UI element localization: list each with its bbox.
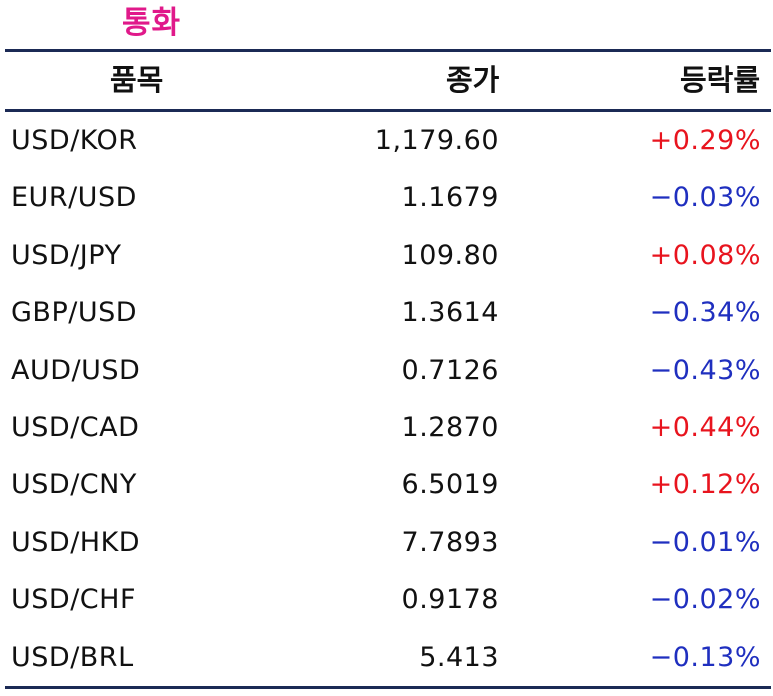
cell-currency-pair: GBP/USD [11, 297, 138, 329]
cell-currency-pair: USD/CHF [11, 584, 136, 616]
table-row: USD/CAD 1.2870 +0.44% [5, 399, 771, 456]
cell-close-price: 1.1679 [401, 182, 499, 214]
cell-currency-pair: USD/BRL [11, 641, 134, 673]
table-row: USD/CHF 0.9178 −0.02% [5, 571, 771, 628]
cell-close-price: 1,179.60 [374, 125, 499, 156]
table-top-rule [5, 49, 771, 52]
column-header-change: 등락률 [679, 63, 760, 97]
cell-close-price: 1.2870 [401, 411, 499, 443]
cell-close-price: 109.80 [401, 239, 499, 271]
cell-close-price: 5.413 [419, 641, 499, 673]
table-row: USD/JPY 109.80 +0.08% [5, 227, 771, 284]
cell-currency-pair: USD/CNY [11, 469, 137, 501]
table-row: GBP/USD 1.3614 −0.34% [5, 284, 771, 341]
table-row: USD/HKD 7.7893 −0.01% [5, 514, 771, 571]
cell-close-price: 0.9178 [401, 584, 499, 616]
cell-currency-pair: EUR/USD [11, 182, 137, 214]
cell-close-price: 1.3614 [401, 297, 499, 329]
table-header-rule [5, 109, 771, 112]
cell-change-rate: +0.12% [649, 469, 761, 501]
table-row: USD/CNY 6.5019 +0.12% [5, 456, 771, 513]
table-row: USD/KOR 1,179.60 +0.29% [5, 112, 771, 169]
cell-currency-pair: USD/JPY [11, 239, 122, 271]
cell-change-rate: −0.34% [649, 297, 761, 329]
column-header-name: 품목 [110, 63, 164, 97]
column-header-close: 종가 [446, 63, 500, 97]
cell-close-price: 6.5019 [401, 469, 499, 501]
cell-change-rate: +0.08% [649, 239, 761, 271]
cell-change-rate: −0.43% [649, 354, 761, 386]
cell-currency-pair: USD/KOR [11, 125, 138, 156]
cell-currency-pair: AUD/USD [11, 354, 141, 386]
cell-change-rate: −0.03% [649, 182, 761, 214]
cell-currency-pair: USD/HKD [11, 526, 141, 558]
cell-close-price: 7.7893 [401, 526, 499, 558]
cell-change-rate: +0.44% [649, 411, 761, 443]
table-row: AUD/USD 0.7126 −0.43% [5, 342, 771, 399]
table-header: 품목 종가 등락률 [5, 52, 771, 109]
cell-change-rate: −0.01% [649, 526, 761, 558]
cell-change-rate: −0.02% [649, 584, 761, 616]
section-title: 통화 [122, 5, 182, 41]
cell-change-rate: −0.13% [649, 641, 761, 673]
table-bottom-rule [5, 686, 771, 689]
cell-currency-pair: USD/CAD [11, 411, 140, 443]
table-row: USD/BRL 5.413 −0.13% [5, 629, 771, 686]
table-body: USD/KOR 1,179.60 +0.29% EUR/USD 1.1679 −… [5, 112, 771, 686]
table-row: EUR/USD 1.1679 −0.03% [5, 169, 771, 226]
cell-close-price: 0.7126 [401, 354, 499, 386]
cell-change-rate: +0.29% [649, 125, 761, 156]
